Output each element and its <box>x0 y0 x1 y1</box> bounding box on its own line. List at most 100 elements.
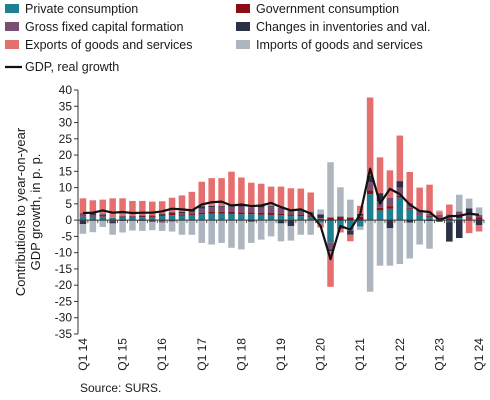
bar-segment <box>198 208 206 213</box>
bar-segment <box>238 212 245 215</box>
bar-segment <box>475 214 483 218</box>
bar-segment <box>465 208 473 214</box>
x-tick-label: Q1 20 <box>314 338 328 371</box>
bar-segment <box>297 210 305 215</box>
bar-segment <box>376 157 384 194</box>
bar-segment <box>426 221 433 249</box>
x-tick-label: Q1 14 <box>76 338 90 371</box>
bar-segment <box>327 249 334 252</box>
bar-segment <box>426 215 433 217</box>
x-tick-label: Q1 19 <box>274 338 288 371</box>
bar-segment <box>158 213 166 215</box>
bar-segment <box>119 198 126 217</box>
y-tick-label: -15 <box>55 262 73 276</box>
bar-segment <box>337 229 344 233</box>
bar-segment <box>238 214 245 221</box>
bar-segment <box>386 228 394 266</box>
bar-segment <box>337 220 344 227</box>
y-axis-label-line: GDP growth, in p. p. <box>28 154 43 271</box>
bar-segment <box>139 217 146 221</box>
bar-segment <box>129 220 136 231</box>
x-tick-label: Q1 24 <box>472 338 486 371</box>
bar-segment <box>307 212 314 213</box>
bar-segment <box>446 220 453 223</box>
bar-segment <box>287 209 295 215</box>
bar-segment <box>149 215 156 217</box>
bar-segment <box>475 225 483 232</box>
bar-segment <box>228 206 235 212</box>
bar-segment <box>366 182 374 191</box>
bar-segment <box>267 206 275 208</box>
bar-segment <box>198 212 206 215</box>
bar-segment <box>277 213 285 216</box>
bar-segment <box>149 220 156 223</box>
bar-segment <box>446 204 453 215</box>
legend-swatch <box>236 40 250 49</box>
bar-segment <box>198 214 206 221</box>
bar-segment <box>188 220 196 235</box>
bar-segment <box>267 207 275 213</box>
bar-segment <box>416 220 423 245</box>
bar-segment <box>416 214 423 216</box>
bar-segment <box>198 181 206 207</box>
bar-segment <box>317 209 324 215</box>
bar-segment <box>267 214 275 221</box>
bar-segment <box>347 217 354 221</box>
bar-segment <box>436 210 443 212</box>
bar-segment <box>347 230 354 235</box>
bar-segment <box>455 216 463 219</box>
bar-segment <box>89 214 97 218</box>
bar-segment <box>89 213 97 215</box>
bar-segment <box>168 220 176 222</box>
bar-segment <box>188 191 196 210</box>
bar-segment <box>317 218 324 219</box>
legend-swatch <box>236 22 250 31</box>
bar-segment <box>198 220 206 243</box>
bar-segment <box>436 214 443 218</box>
bar-segment <box>317 214 324 219</box>
bar-segment <box>208 178 215 206</box>
bar-segment <box>257 207 265 213</box>
bar-segment <box>119 216 126 218</box>
bar-segment <box>297 220 305 235</box>
bar-segment <box>149 201 156 216</box>
bar-segment <box>198 206 206 209</box>
bar-segment <box>277 220 285 224</box>
bar-segment <box>99 220 107 227</box>
bar-segment <box>119 221 126 233</box>
bar-segment <box>89 200 97 214</box>
bar-segment <box>79 216 87 221</box>
bar-segment <box>168 213 176 216</box>
bar-segment <box>356 216 364 221</box>
bar-segment <box>386 220 394 229</box>
bar-segment <box>327 242 334 250</box>
bar-segment <box>406 220 413 223</box>
bar-segment <box>149 215 156 216</box>
bar-segment <box>238 220 245 250</box>
bar-segment <box>139 216 146 218</box>
bar-segment <box>416 215 423 221</box>
bar-segment <box>119 217 126 218</box>
bar-segment <box>168 197 176 213</box>
bar-segment <box>257 214 265 221</box>
bar-segment <box>376 207 384 211</box>
bar-segment <box>376 210 384 221</box>
bar-segment <box>337 216 344 218</box>
bar-segment <box>149 222 156 231</box>
x-tick-label: Q1 21 <box>353 338 367 371</box>
legend-swatch <box>5 4 19 13</box>
bar-segment <box>188 211 196 214</box>
bar-segment <box>426 184 433 214</box>
bar-segment <box>238 206 245 213</box>
bar-segment <box>248 221 255 243</box>
bar-segment <box>178 220 186 235</box>
bar-segment <box>99 217 107 221</box>
x-tick-label: Q1 23 <box>432 338 446 371</box>
bars-layer <box>79 97 483 292</box>
bar-segment <box>248 220 255 222</box>
bar-segment <box>396 195 404 198</box>
bar-segment <box>327 217 334 221</box>
bar-segment <box>287 188 295 210</box>
axes: -35 -30 -25 -20 -15 -10 -5 0 5 10 15 20 25 30 35 40 Q1 1… <box>55 83 486 371</box>
bar-segment <box>376 220 384 266</box>
